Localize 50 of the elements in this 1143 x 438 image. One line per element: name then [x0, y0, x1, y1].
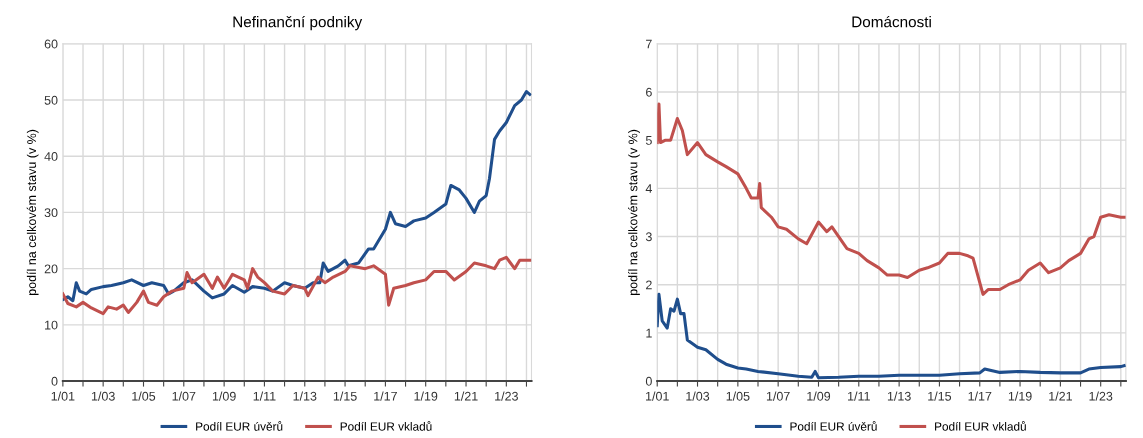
- x-tick-label: 1/19: [1008, 391, 1032, 401]
- x-tick-label: 1/07: [766, 391, 790, 401]
- legend-label: Podíl EUR úvěrů: [790, 421, 877, 431]
- line-series: [657, 102, 1126, 296]
- x-tick-label: 1/17: [374, 391, 397, 401]
- y-tick-label: 2: [646, 280, 652, 290]
- x-tick-label: 1/15: [928, 391, 952, 401]
- y-tick-label: 5: [645, 136, 652, 145]
- x-tick-label: 1/11: [253, 391, 276, 401]
- x-tick-label: 1/13: [293, 391, 317, 401]
- y-axis-title: podíl na celkovém stavu (v %): [628, 129, 640, 295]
- legend-label: Podíl EUR úvěrů: [196, 421, 283, 431]
- y-tick-label: 1: [646, 328, 652, 338]
- y-tick-label: 20: [44, 264, 58, 274]
- y-tick-label: 7: [646, 39, 652, 49]
- x-tick-label: 1/05: [726, 391, 750, 401]
- y-tick-label: 50: [44, 95, 58, 105]
- y-tick-label: 0: [51, 376, 58, 386]
- x-tick-label: 1/05: [132, 391, 156, 401]
- x-tick-label: 1/09: [807, 391, 831, 401]
- y-tick-label: 60: [44, 39, 58, 49]
- x-tick-label: 1/15: [333, 391, 357, 401]
- x-tick-label: 1/23: [1089, 391, 1113, 401]
- x-tick-label: 1/07: [172, 391, 196, 401]
- line-series: [62, 90, 532, 303]
- y-tick-label: 3: [645, 232, 652, 242]
- x-tick-label: 1/01: [51, 391, 75, 401]
- y-tick-label: 0: [645, 376, 652, 386]
- y-tick-label: 40: [44, 152, 58, 161]
- y-tick-label: 4: [645, 184, 652, 193]
- chart-title: Nefinanční podniky: [233, 15, 363, 31]
- x-tick-label: 1/21: [1049, 391, 1072, 401]
- x-tick-label: 1/11: [848, 391, 870, 401]
- x-tick-label: 1/01: [646, 391, 669, 401]
- legend-label: Podíl EUR vkladů: [340, 421, 432, 431]
- y-tick-label: 30: [44, 208, 58, 218]
- x-tick-label: 1/17: [968, 391, 992, 401]
- y-axis-title: podíl na celkovém stavu (v %): [26, 129, 39, 295]
- x-tick-label: 1/23: [495, 391, 518, 401]
- x-tick-label: 1/09: [212, 391, 236, 401]
- x-tick-label: 1/03: [91, 391, 115, 401]
- x-tick-label: 1/19: [414, 391, 438, 401]
- x-tick-label: 1/03: [686, 391, 710, 401]
- y-tick-label: 6: [646, 87, 652, 97]
- y-tick-label: 10: [45, 320, 58, 330]
- line-series: [62, 255, 532, 316]
- x-tick-label: 1/21: [454, 391, 478, 401]
- x-tick-label: 1/13: [887, 391, 911, 401]
- chart-title: Domácnosti: [852, 15, 931, 28]
- legend-label: Podíl EUR vkladů: [935, 421, 1026, 431]
